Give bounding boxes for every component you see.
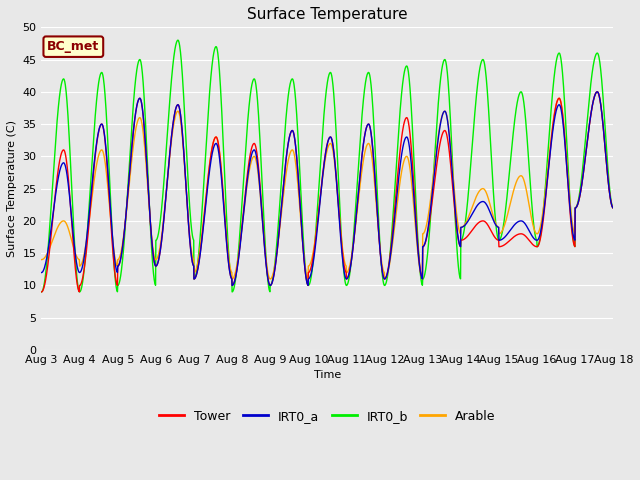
Text: BC_met: BC_met (47, 40, 99, 53)
X-axis label: Time: Time (314, 371, 341, 380)
Legend: Tower, IRT0_a, IRT0_b, Arable: Tower, IRT0_a, IRT0_b, Arable (154, 405, 501, 428)
Y-axis label: Surface Temperature (C): Surface Temperature (C) (7, 120, 17, 257)
Title: Surface Temperature: Surface Temperature (247, 7, 408, 22)
